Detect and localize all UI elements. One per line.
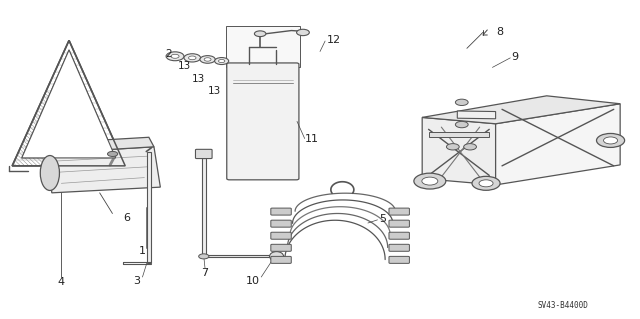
FancyBboxPatch shape [389, 232, 410, 239]
Circle shape [184, 54, 200, 62]
Text: 10: 10 [246, 276, 260, 286]
Circle shape [422, 177, 438, 185]
Text: 9: 9 [511, 52, 518, 62]
Circle shape [214, 57, 228, 64]
FancyBboxPatch shape [271, 256, 291, 263]
Text: 13: 13 [207, 86, 221, 96]
Text: 6: 6 [124, 213, 131, 223]
FancyBboxPatch shape [389, 208, 410, 215]
Polygon shape [22, 50, 116, 158]
Polygon shape [202, 158, 206, 256]
Circle shape [255, 31, 266, 37]
FancyBboxPatch shape [271, 244, 291, 251]
Text: 12: 12 [326, 35, 340, 45]
Circle shape [414, 173, 446, 189]
Text: 13: 13 [177, 62, 191, 71]
Text: 5: 5 [379, 214, 386, 224]
Circle shape [596, 133, 625, 147]
Circle shape [204, 58, 211, 61]
Polygon shape [422, 117, 495, 185]
Circle shape [200, 56, 215, 63]
FancyBboxPatch shape [227, 63, 299, 180]
Circle shape [472, 176, 500, 190]
Bar [226, 26, 300, 67]
FancyBboxPatch shape [389, 220, 410, 227]
Circle shape [464, 144, 476, 150]
Ellipse shape [40, 156, 60, 190]
Circle shape [447, 144, 460, 150]
Circle shape [479, 180, 493, 187]
Polygon shape [49, 147, 161, 193]
Circle shape [296, 29, 309, 36]
Polygon shape [147, 152, 151, 263]
Text: 2: 2 [165, 49, 172, 59]
Text: 13: 13 [192, 73, 205, 84]
Polygon shape [49, 137, 154, 153]
FancyBboxPatch shape [389, 256, 410, 263]
Circle shape [171, 54, 179, 58]
Text: 7: 7 [202, 268, 209, 278]
Text: 11: 11 [305, 134, 319, 144]
Circle shape [456, 122, 468, 128]
Ellipse shape [269, 252, 284, 261]
Circle shape [456, 99, 468, 106]
Polygon shape [458, 111, 495, 119]
Polygon shape [495, 104, 620, 185]
Polygon shape [202, 255, 269, 257]
Circle shape [198, 254, 209, 259]
Polygon shape [422, 96, 620, 124]
Text: 3: 3 [133, 276, 140, 286]
FancyBboxPatch shape [271, 208, 291, 215]
Circle shape [604, 137, 618, 144]
Text: SV43-B4400D: SV43-B4400D [537, 301, 588, 310]
Text: 4: 4 [58, 277, 65, 287]
FancyBboxPatch shape [271, 232, 291, 239]
Circle shape [108, 152, 118, 157]
FancyBboxPatch shape [389, 244, 410, 251]
Text: 1: 1 [140, 246, 147, 256]
FancyBboxPatch shape [195, 149, 212, 159]
Circle shape [166, 52, 184, 61]
Bar [429, 131, 489, 137]
Circle shape [189, 56, 196, 60]
FancyBboxPatch shape [271, 220, 291, 227]
Circle shape [218, 59, 225, 63]
Text: 8: 8 [497, 27, 504, 37]
